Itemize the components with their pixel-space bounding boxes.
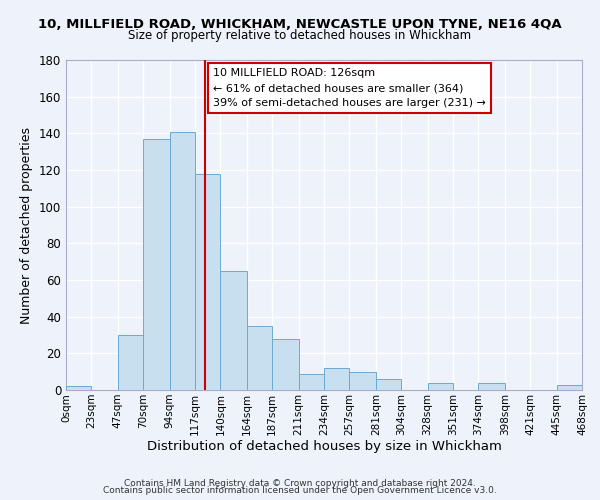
Y-axis label: Number of detached properties: Number of detached properties (20, 126, 33, 324)
Bar (247, 326, 272, 390)
Text: Size of property relative to detached houses in Whickham: Size of property relative to detached ho… (128, 29, 472, 42)
Bar (428, 382, 453, 390)
Bar (299, 374, 324, 390)
Bar (118, 335, 143, 390)
Bar (272, 338, 299, 390)
X-axis label: Distribution of detached houses by size in Whickham: Distribution of detached houses by size … (146, 440, 502, 454)
Bar (349, 372, 376, 390)
Text: Contains public sector information licensed under the Open Government Licence v3: Contains public sector information licen… (103, 486, 497, 495)
Bar (557, 384, 582, 390)
Bar (66, 386, 91, 390)
Bar (324, 368, 349, 390)
Bar (195, 174, 220, 390)
Bar (170, 132, 195, 390)
Bar (143, 139, 170, 390)
Bar (220, 271, 247, 390)
Text: 10, MILLFIELD ROAD, WHICKHAM, NEWCASTLE UPON TYNE, NE16 4QA: 10, MILLFIELD ROAD, WHICKHAM, NEWCASTLE … (38, 18, 562, 30)
Bar (478, 382, 505, 390)
Text: 10 MILLFIELD ROAD: 126sqm
← 61% of detached houses are smaller (364)
39% of semi: 10 MILLFIELD ROAD: 126sqm ← 61% of detac… (213, 68, 486, 108)
Text: Contains HM Land Registry data © Crown copyright and database right 2024.: Contains HM Land Registry data © Crown c… (124, 478, 476, 488)
Bar (376, 379, 401, 390)
